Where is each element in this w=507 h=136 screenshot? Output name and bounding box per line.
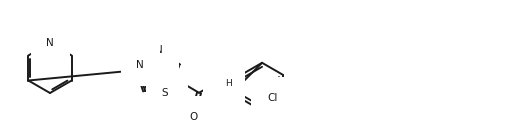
Text: N: N [46, 38, 54, 47]
Text: S: S [162, 88, 168, 98]
Text: O: O [189, 112, 197, 122]
Text: Cl: Cl [267, 93, 277, 103]
Text: N: N [165, 87, 173, 97]
Text: N: N [155, 45, 163, 55]
Text: N: N [218, 76, 226, 86]
Text: H: H [225, 79, 231, 88]
Text: N: N [136, 60, 144, 70]
